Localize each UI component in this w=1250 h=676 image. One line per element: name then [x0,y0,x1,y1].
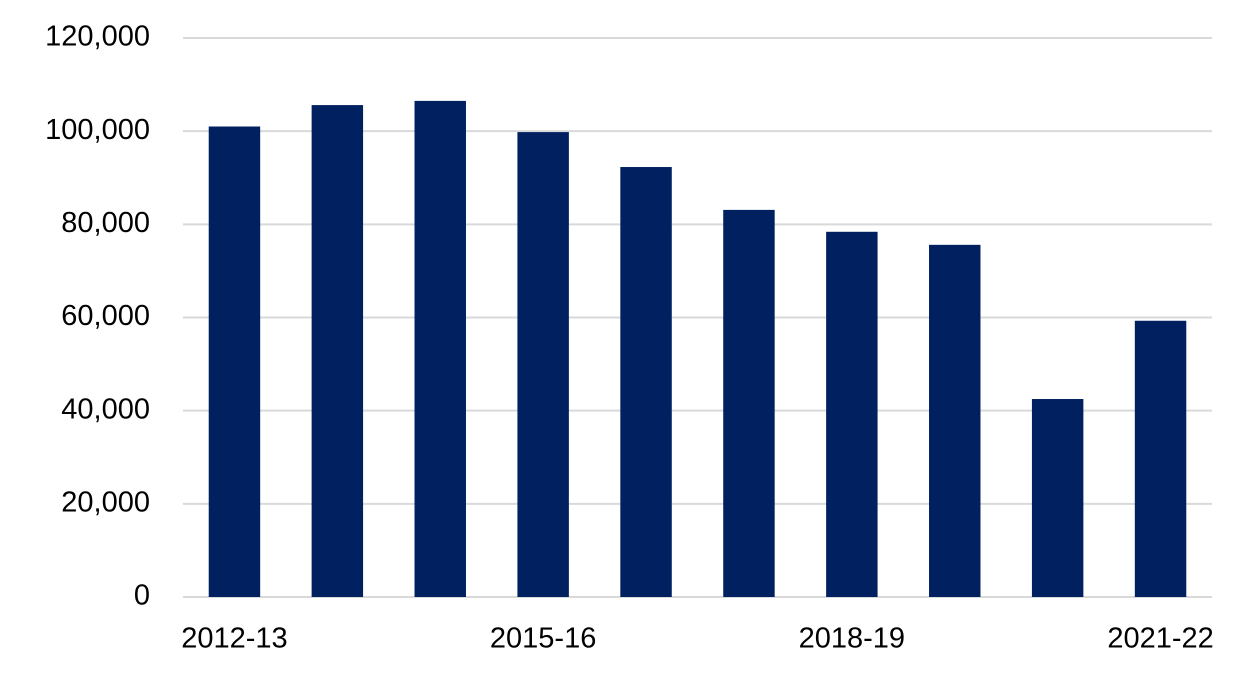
y-tick-label: 100,000 [45,114,150,146]
y-tick-label: 0 [134,580,150,612]
y-tick-label: 20,000 [61,486,150,518]
bar [517,132,569,597]
y-tick-label: 60,000 [61,300,150,332]
bar [208,126,261,597]
bar [826,231,878,597]
x-tick-label: 2021-22 [1107,623,1213,655]
y-tick-label: 120,000 [45,21,150,53]
bar [414,100,466,597]
x-tick-label: 2012-13 [181,623,287,655]
bar [1134,320,1187,597]
bar [1031,399,1084,597]
bar [311,105,364,597]
y-tick-label: 40,000 [61,393,150,425]
y-tick-label: 80,000 [61,207,150,239]
x-tick-label: 2015-16 [490,623,596,655]
x-tick-label: 2018-19 [799,623,905,655]
bar [929,244,981,597]
bar [620,167,672,597]
bar [723,209,775,597]
